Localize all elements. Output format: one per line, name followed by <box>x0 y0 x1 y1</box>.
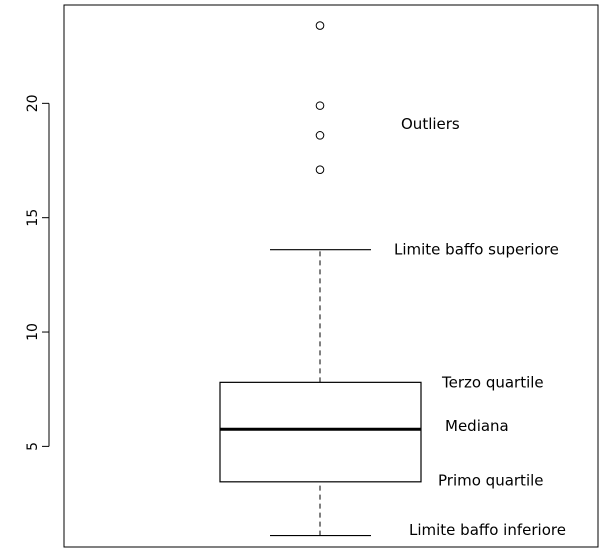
y-axis: 5 10 15 20 <box>25 94 50 451</box>
annotation-upper-whisker: Limite baffo superiore <box>394 241 559 259</box>
outlier-point <box>315 21 325 30</box>
interquartile-box <box>219 381 422 483</box>
outlier-point <box>315 131 325 140</box>
plot-frame <box>63 4 599 548</box>
y-tick-label: 15 <box>25 209 41 227</box>
y-tick-label: 5 <box>25 442 41 451</box>
outlier-points <box>315 21 325 174</box>
annotations: Outliers Limite baffo superiore Terzo quar… <box>394 115 566 539</box>
box-plot <box>219 249 422 537</box>
annotation-q1: Primo quartile <box>438 472 544 490</box>
annotation-q3: Terzo quartile <box>441 373 544 391</box>
y-tick-label: 20 <box>25 94 41 112</box>
outlier-point <box>315 165 325 174</box>
annotation-median: Mediana <box>445 417 509 435</box>
y-tick-label: 10 <box>25 323 41 341</box>
annotation-lower-whisker: Limite baffo inferiore <box>409 521 566 539</box>
annotation-outliers: Outliers <box>401 115 460 133</box>
outlier-point <box>315 101 325 110</box>
